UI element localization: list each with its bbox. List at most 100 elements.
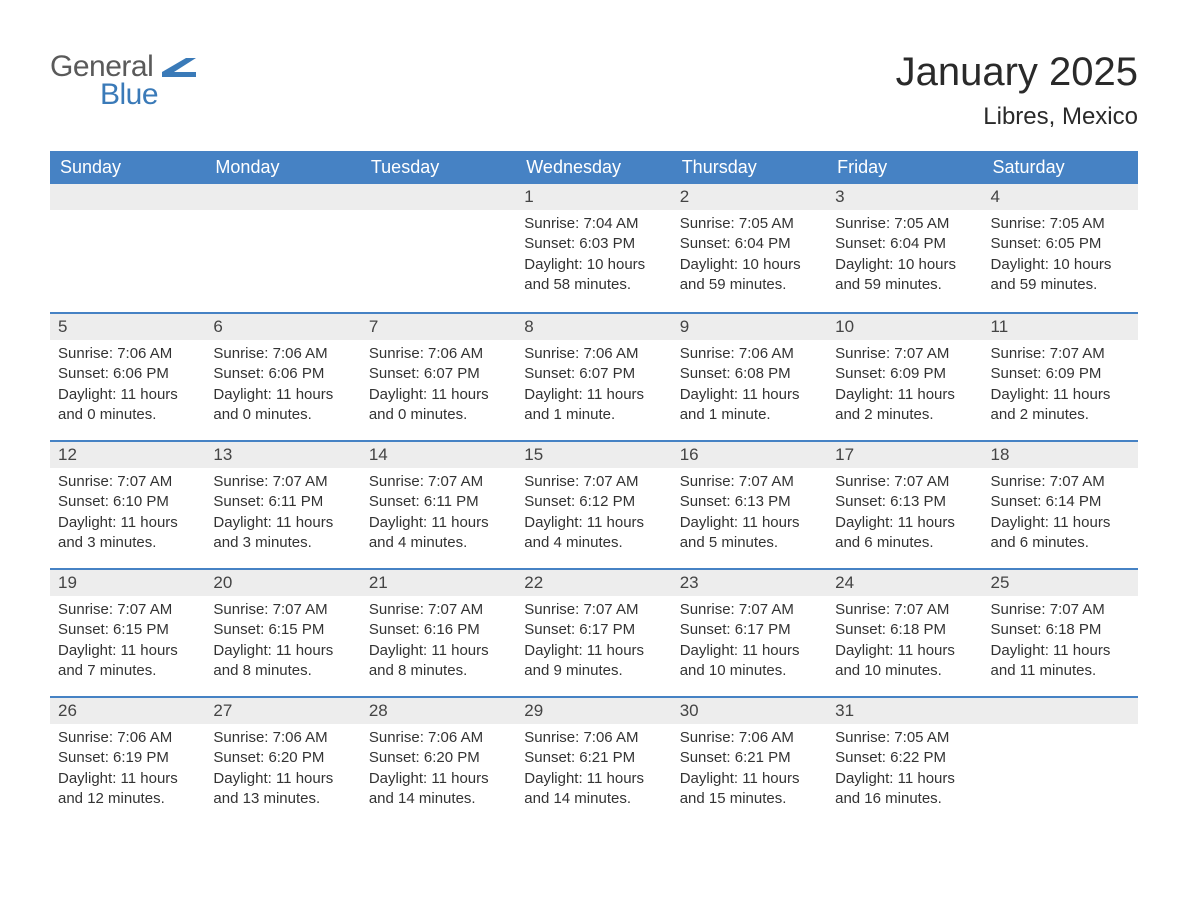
day-number: 25 [983,568,1138,596]
day-number: 1 [516,184,671,210]
day-details: Sunrise: 7:06 AMSunset: 6:21 PMDaylight:… [516,724,671,817]
calendar-week-row: 12Sunrise: 7:07 AMSunset: 6:10 PMDayligh… [50,440,1138,568]
day-details: Sunrise: 7:06 AMSunset: 6:06 PMDaylight:… [205,340,360,433]
day-details: Sunrise: 7:06 AMSunset: 6:21 PMDaylight:… [672,724,827,817]
calendar-day-cell: 16Sunrise: 7:07 AMSunset: 6:13 PMDayligh… [672,440,827,568]
day-details: Sunrise: 7:05 AMSunset: 6:04 PMDaylight:… [672,210,827,303]
calendar-day-cell [361,184,516,312]
day-number: 6 [205,312,360,340]
weekday-header: Friday [827,151,982,184]
logo-text-blue: Blue [100,78,158,112]
calendar-day-cell: 15Sunrise: 7:07 AMSunset: 6:12 PMDayligh… [516,440,671,568]
weekday-header: Tuesday [361,151,516,184]
day-details: Sunrise: 7:06 AMSunset: 6:08 PMDaylight:… [672,340,827,433]
day-details: Sunrise: 7:07 AMSunset: 6:11 PMDaylight:… [205,468,360,561]
day-number: 8 [516,312,671,340]
day-number [361,184,516,210]
calendar-day-cell: 25Sunrise: 7:07 AMSunset: 6:18 PMDayligh… [983,568,1138,696]
day-number [205,184,360,210]
calendar-day-cell: 4Sunrise: 7:05 AMSunset: 6:05 PMDaylight… [983,184,1138,312]
calendar-week-row: 1Sunrise: 7:04 AMSunset: 6:03 PMDaylight… [50,184,1138,312]
calendar-day-cell: 21Sunrise: 7:07 AMSunset: 6:16 PMDayligh… [361,568,516,696]
day-number: 23 [672,568,827,596]
day-details: Sunrise: 7:07 AMSunset: 6:12 PMDaylight:… [516,468,671,561]
day-number: 26 [50,696,205,724]
day-number: 18 [983,440,1138,468]
calendar-week-row: 19Sunrise: 7:07 AMSunset: 6:15 PMDayligh… [50,568,1138,696]
calendar-day-cell: 18Sunrise: 7:07 AMSunset: 6:14 PMDayligh… [983,440,1138,568]
day-details: Sunrise: 7:05 AMSunset: 6:04 PMDaylight:… [827,210,982,303]
calendar-table: SundayMondayTuesdayWednesdayThursdayFrid… [50,151,1138,824]
weekday-header: Thursday [672,151,827,184]
calendar-day-cell: 7Sunrise: 7:06 AMSunset: 6:07 PMDaylight… [361,312,516,440]
day-number [50,184,205,210]
calendar-day-cell: 20Sunrise: 7:07 AMSunset: 6:15 PMDayligh… [205,568,360,696]
day-details: Sunrise: 7:07 AMSunset: 6:13 PMDaylight:… [827,468,982,561]
calendar-day-cell: 22Sunrise: 7:07 AMSunset: 6:17 PMDayligh… [516,568,671,696]
header: General Blue January 2025 Libres, Mexico [50,50,1138,145]
day-number: 28 [361,696,516,724]
day-number: 16 [672,440,827,468]
calendar-day-cell: 31Sunrise: 7:05 AMSunset: 6:22 PMDayligh… [827,696,982,824]
day-details: Sunrise: 7:05 AMSunset: 6:05 PMDaylight:… [983,210,1138,303]
day-number: 13 [205,440,360,468]
day-number: 20 [205,568,360,596]
day-number: 7 [361,312,516,340]
calendar-day-cell: 27Sunrise: 7:06 AMSunset: 6:20 PMDayligh… [205,696,360,824]
weekday-header: Wednesday [516,151,671,184]
calendar-day-cell: 12Sunrise: 7:07 AMSunset: 6:10 PMDayligh… [50,440,205,568]
day-details: Sunrise: 7:07 AMSunset: 6:10 PMDaylight:… [50,468,205,561]
day-details: Sunrise: 7:06 AMSunset: 6:20 PMDaylight:… [205,724,360,817]
day-number: 17 [827,440,982,468]
day-number: 3 [827,184,982,210]
day-details: Sunrise: 7:06 AMSunset: 6:20 PMDaylight:… [361,724,516,817]
day-details: Sunrise: 7:07 AMSunset: 6:11 PMDaylight:… [361,468,516,561]
day-details: Sunrise: 7:07 AMSunset: 6:17 PMDaylight:… [672,596,827,689]
calendar-day-cell [205,184,360,312]
calendar-day-cell: 19Sunrise: 7:07 AMSunset: 6:15 PMDayligh… [50,568,205,696]
calendar-week-row: 26Sunrise: 7:06 AMSunset: 6:19 PMDayligh… [50,696,1138,824]
weekday-header: Sunday [50,151,205,184]
weekday-header: Monday [205,151,360,184]
logo-flag-icon [162,58,196,80]
calendar-day-cell: 13Sunrise: 7:07 AMSunset: 6:11 PMDayligh… [205,440,360,568]
day-number: 12 [50,440,205,468]
weekday-header: Saturday [983,151,1138,184]
day-details: Sunrise: 7:06 AMSunset: 6:07 PMDaylight:… [516,340,671,433]
day-number: 11 [983,312,1138,340]
day-details: Sunrise: 7:06 AMSunset: 6:07 PMDaylight:… [361,340,516,433]
day-details: Sunrise: 7:07 AMSunset: 6:13 PMDaylight:… [672,468,827,561]
day-number: 14 [361,440,516,468]
title-block: January 2025 Libres, Mexico [896,50,1138,145]
calendar-day-cell: 30Sunrise: 7:06 AMSunset: 6:21 PMDayligh… [672,696,827,824]
day-number: 15 [516,440,671,468]
calendar-day-cell: 6Sunrise: 7:06 AMSunset: 6:06 PMDaylight… [205,312,360,440]
day-details: Sunrise: 7:07 AMSunset: 6:15 PMDaylight:… [205,596,360,689]
day-number: 27 [205,696,360,724]
day-number: 4 [983,184,1138,210]
calendar-day-cell: 29Sunrise: 7:06 AMSunset: 6:21 PMDayligh… [516,696,671,824]
calendar-day-cell [983,696,1138,824]
location: Libres, Mexico [896,103,1138,131]
weekday-header-row: SundayMondayTuesdayWednesdayThursdayFrid… [50,151,1138,184]
calendar-day-cell [50,184,205,312]
calendar-day-cell: 23Sunrise: 7:07 AMSunset: 6:17 PMDayligh… [672,568,827,696]
calendar-day-cell: 11Sunrise: 7:07 AMSunset: 6:09 PMDayligh… [983,312,1138,440]
day-details: Sunrise: 7:04 AMSunset: 6:03 PMDaylight:… [516,210,671,303]
day-details: Sunrise: 7:07 AMSunset: 6:18 PMDaylight:… [827,596,982,689]
day-details: Sunrise: 7:07 AMSunset: 6:16 PMDaylight:… [361,596,516,689]
day-details: Sunrise: 7:07 AMSunset: 6:09 PMDaylight:… [983,340,1138,433]
day-number: 19 [50,568,205,596]
calendar-day-cell: 2Sunrise: 7:05 AMSunset: 6:04 PMDaylight… [672,184,827,312]
calendar-week-row: 5Sunrise: 7:06 AMSunset: 6:06 PMDaylight… [50,312,1138,440]
page-title: January 2025 [896,50,1138,95]
calendar-day-cell: 1Sunrise: 7:04 AMSunset: 6:03 PMDaylight… [516,184,671,312]
calendar-day-cell: 10Sunrise: 7:07 AMSunset: 6:09 PMDayligh… [827,312,982,440]
day-details: Sunrise: 7:07 AMSunset: 6:14 PMDaylight:… [983,468,1138,561]
day-number: 2 [672,184,827,210]
calendar-day-cell: 28Sunrise: 7:06 AMSunset: 6:20 PMDayligh… [361,696,516,824]
calendar-day-cell: 17Sunrise: 7:07 AMSunset: 6:13 PMDayligh… [827,440,982,568]
calendar-day-cell: 24Sunrise: 7:07 AMSunset: 6:18 PMDayligh… [827,568,982,696]
day-details: Sunrise: 7:06 AMSunset: 6:19 PMDaylight:… [50,724,205,817]
day-details: Sunrise: 7:07 AMSunset: 6:18 PMDaylight:… [983,596,1138,689]
